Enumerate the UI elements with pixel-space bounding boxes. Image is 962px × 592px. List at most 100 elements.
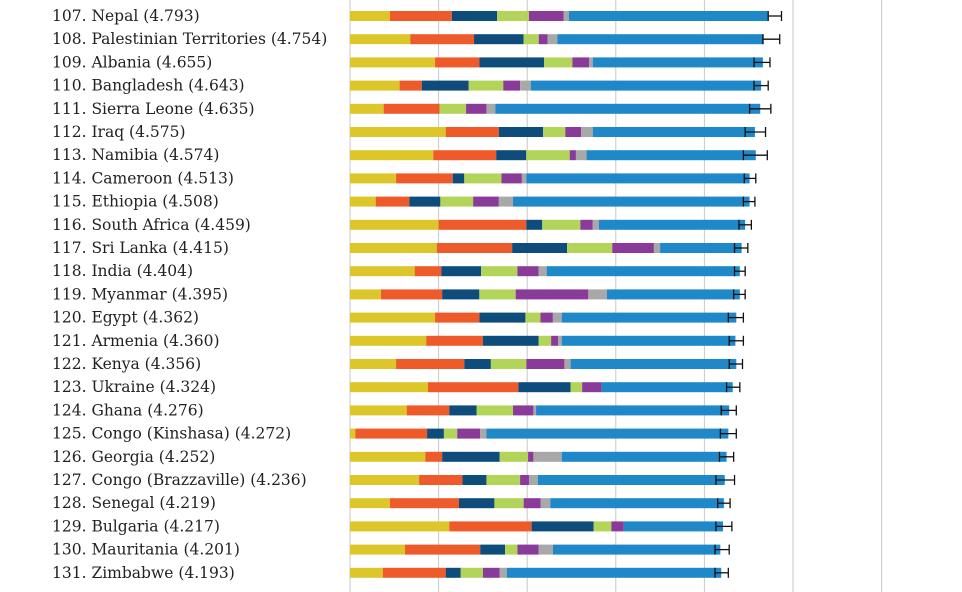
bar-segment-healthy-life-expectancy bbox=[593, 521, 612, 532]
bar-segment-gdp-per-capita bbox=[396, 173, 453, 184]
bar-segment-freedom bbox=[528, 11, 564, 21]
bar-segment-dystopia-residual bbox=[350, 34, 411, 45]
country-label: 107. Nepal (4.793) bbox=[52, 7, 200, 25]
bar-segment-perceptions-of-corruption bbox=[552, 544, 721, 555]
bar-segment-healthy-life-expectancy bbox=[468, 80, 504, 91]
bar-segment-healthy-life-expectancy bbox=[538, 335, 552, 346]
bar-segment-generosity bbox=[528, 475, 538, 485]
bar-segment-dystopia-residual bbox=[350, 196, 376, 207]
bar-segment-generosity bbox=[486, 103, 496, 114]
bar-segment-dystopia-residual bbox=[350, 266, 415, 277]
bar-segment-social-support bbox=[479, 57, 545, 68]
bar-segment-social-support bbox=[482, 335, 539, 346]
bar-segment-social-support bbox=[442, 451, 500, 462]
bar-segment-freedom bbox=[482, 567, 500, 578]
error-bar bbox=[720, 405, 737, 416]
bar-segment-generosity bbox=[480, 428, 487, 439]
country-label: 111. Sierra Leone (4.635) bbox=[52, 100, 255, 118]
bar-segment-freedom bbox=[551, 335, 559, 346]
bar-segment-generosity bbox=[588, 289, 607, 300]
country-label: 115. Ethiopia (4.508) bbox=[52, 193, 219, 211]
bar-segment-social-support bbox=[518, 382, 571, 393]
bar-segment-gdp-per-capita bbox=[435, 312, 480, 323]
bar-segment-healthy-life-expectancy bbox=[481, 266, 518, 277]
bar-segment-freedom bbox=[523, 498, 541, 509]
bar-segment-healthy-life-expectancy bbox=[499, 451, 529, 462]
error-bar bbox=[714, 544, 730, 555]
country-label: 113. Namibia (4.574) bbox=[52, 146, 219, 164]
bar-segment-dystopia-residual bbox=[350, 428, 356, 439]
bar-segment-dystopia-residual bbox=[350, 451, 426, 462]
bar-segment-perceptions-of-corruption bbox=[486, 428, 729, 439]
bar-segment-freedom bbox=[538, 34, 548, 45]
bar-segment-generosity bbox=[538, 266, 547, 277]
bar-segment-healthy-life-expectancy bbox=[494, 498, 524, 509]
bar-segment-generosity bbox=[575, 150, 587, 161]
bar-segment-social-support bbox=[451, 11, 498, 21]
country-label: 117. Sri Lanka (4.415) bbox=[52, 239, 229, 257]
bar-segment-perceptions-of-corruption bbox=[546, 266, 740, 277]
error-bar bbox=[744, 127, 767, 137]
bar-segment-dystopia-residual bbox=[350, 103, 384, 114]
bar-segment-healthy-life-expectancy bbox=[486, 475, 521, 485]
bar-segment-perceptions-of-corruption bbox=[586, 150, 756, 161]
bar-segment-healthy-life-expectancy bbox=[479, 289, 516, 300]
error-bar bbox=[742, 196, 756, 207]
bar-segment-dystopia-residual bbox=[350, 475, 420, 485]
error-bar bbox=[753, 57, 771, 68]
bar-segment-social-support bbox=[480, 544, 506, 555]
bar-segment-healthy-life-expectancy bbox=[570, 382, 583, 393]
bar-segment-social-support bbox=[526, 219, 543, 230]
country-labels: 107. Nepal (4.793) 108. Palestinian Terri… bbox=[52, 7, 327, 582]
bar-segment-perceptions-of-corruption bbox=[592, 57, 763, 68]
bar-segment-freedom bbox=[457, 428, 481, 439]
bar-segment-gdp-per-capita bbox=[383, 103, 440, 114]
bar-segment-gdp-per-capita bbox=[389, 498, 459, 509]
bar-segment-healthy-life-expectancy bbox=[544, 57, 573, 68]
bar-segment-freedom bbox=[569, 150, 576, 161]
country-label: 127. Congo (Brazzaville) (4.236) bbox=[52, 471, 307, 489]
bar-segment-freedom bbox=[526, 359, 565, 369]
bar-segment-gdp-per-capita bbox=[438, 219, 527, 230]
bar-segment-healthy-life-expectancy bbox=[543, 127, 566, 137]
bar-segment-dystopia-residual bbox=[350, 80, 400, 91]
error-bar bbox=[732, 289, 746, 300]
bar-segment-healthy-life-expectancy bbox=[523, 34, 539, 45]
bar-segment-perceptions-of-corruption bbox=[513, 196, 750, 207]
bar-segment-dystopia-residual bbox=[350, 382, 428, 393]
error-bar bbox=[718, 451, 735, 462]
bar-segment-perceptions-of-corruption bbox=[526, 173, 750, 184]
error-bar bbox=[728, 359, 744, 369]
bar-segment-social-support bbox=[427, 428, 444, 439]
bar-segment-freedom bbox=[520, 475, 529, 485]
stacked-bars bbox=[350, 11, 769, 578]
bar-segment-generosity bbox=[533, 405, 537, 416]
bar-segment-healthy-life-expectancy bbox=[490, 359, 527, 369]
country-label: 112. Iraq (4.575) bbox=[52, 123, 186, 141]
bar-segment-perceptions-of-corruption bbox=[598, 219, 746, 230]
bar-segment-gdp-per-capita bbox=[414, 266, 442, 277]
bar-segment-perceptions-of-corruption bbox=[561, 451, 727, 462]
bar-segment-gdp-per-capita bbox=[406, 405, 450, 416]
bar-segment-perceptions-of-corruption bbox=[557, 34, 764, 45]
country-label: 126. Georgia (4.252) bbox=[52, 448, 215, 466]
bar-segment-social-support bbox=[496, 150, 527, 161]
bar-segment-dystopia-residual bbox=[350, 219, 439, 230]
country-label: 124. Ghana (4.276) bbox=[52, 401, 204, 419]
bar-segment-perceptions-of-corruption bbox=[592, 127, 755, 137]
bar-segment-social-support bbox=[409, 196, 441, 207]
bar-segment-generosity bbox=[592, 219, 599, 230]
country-label: 108. Palestinian Territories (4.754) bbox=[52, 30, 327, 48]
error-bar bbox=[742, 150, 768, 161]
bar-segment-perceptions-of-corruption bbox=[561, 312, 737, 323]
bar-segment-generosity bbox=[589, 57, 593, 68]
bar-segment-healthy-life-expectancy bbox=[476, 405, 514, 416]
bar-segment-gdp-per-capita bbox=[404, 544, 481, 555]
bar-segment-gdp-per-capita bbox=[419, 475, 463, 485]
bar-segment-freedom bbox=[517, 266, 539, 277]
bar-segment-dystopia-residual bbox=[350, 57, 436, 68]
bar-segment-dystopia-residual bbox=[350, 289, 382, 300]
error-bar bbox=[738, 219, 753, 230]
country-label: 109. Albania (4.655) bbox=[52, 53, 212, 71]
